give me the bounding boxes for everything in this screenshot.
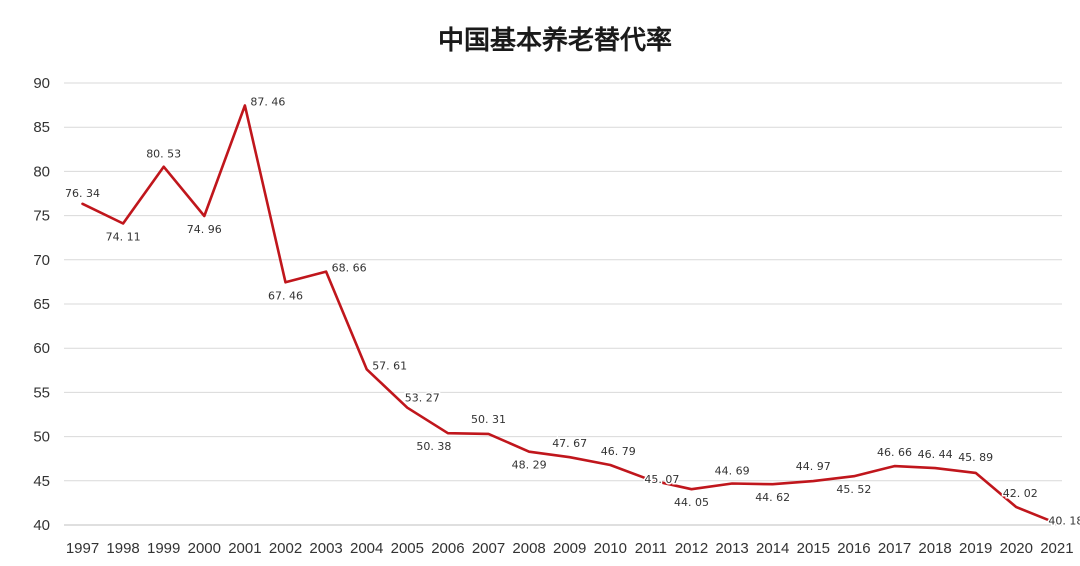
y-tick-label: 70 xyxy=(33,252,50,269)
x-tick-label: 2004 xyxy=(350,540,383,557)
x-tick-label: 2005 xyxy=(391,540,424,557)
data-label: 53. 27 xyxy=(405,392,440,405)
x-tick-label: 1999 xyxy=(147,540,180,557)
data-label: 68. 66 xyxy=(332,262,367,275)
x-tick-label: 2006 xyxy=(431,540,464,557)
x-tick-label: 2000 xyxy=(188,540,221,557)
x-axis-ticks: 1997 1998 1999 2000 2001 2002 2003 2004 2005 2006… xyxy=(66,540,1074,557)
x-tick-label: 2011 xyxy=(635,540,667,557)
data-label: 87. 46 xyxy=(250,95,285,108)
y-tick-label: 60 xyxy=(33,340,50,357)
x-tick-label: 2020 xyxy=(1000,540,1033,557)
data-label: 44. 69 xyxy=(715,465,750,478)
data-label: 48. 29 xyxy=(512,459,547,472)
x-tick-label: 2003 xyxy=(309,540,342,557)
x-tick-label: 2008 xyxy=(512,540,545,557)
y-tick-label: 40 xyxy=(33,517,50,534)
data-label: 47. 67 xyxy=(552,437,587,450)
data-label: 67. 46 xyxy=(268,289,303,302)
chart-title: 中国基本养老替代率 xyxy=(438,25,672,56)
y-tick-label: 65 xyxy=(33,296,50,313)
y-tick-label: 75 xyxy=(33,208,50,225)
data-label: 44. 62 xyxy=(755,491,790,504)
x-tick-label: 2015 xyxy=(797,540,830,557)
x-tick-label: 1998 xyxy=(106,540,139,557)
y-axis-ticks: 40 45 50 55 60 65 70 75 80 85 90 xyxy=(33,75,50,534)
x-tick-label: 2007 xyxy=(472,540,505,557)
data-label: 57. 61 xyxy=(372,359,407,372)
series-line-layer xyxy=(81,104,1059,525)
data-label: 46. 66 xyxy=(877,446,912,459)
series-line xyxy=(81,104,1059,525)
data-label: 74. 11 xyxy=(106,230,141,243)
data-label: 74. 96 xyxy=(187,223,222,236)
data-label: 40. 18 xyxy=(1048,514,1080,527)
x-tick-label: 2012 xyxy=(675,540,708,557)
data-label: 44. 05 xyxy=(674,496,709,509)
x-tick-label: 1997 xyxy=(66,540,99,557)
y-tick-label: 90 xyxy=(33,75,50,92)
data-label: 45. 07 xyxy=(644,473,679,486)
x-tick-label: 2002 xyxy=(269,540,302,557)
y-tick-label: 85 xyxy=(33,119,50,136)
x-tick-label: 2009 xyxy=(553,540,586,557)
x-tick-label: 2014 xyxy=(756,540,789,557)
x-tick-label: 2017 xyxy=(878,540,911,557)
x-tick-label: 2010 xyxy=(594,540,627,557)
y-tick-label: 80 xyxy=(33,163,50,180)
data-labels: 76. 34 74. 11 80. 53 74. 96 87. 46 67. 46 68. … xyxy=(64,94,1080,529)
data-label: 44. 97 xyxy=(796,460,831,473)
data-label: 80. 53 xyxy=(146,148,181,161)
x-tick-label: 2001 xyxy=(228,540,261,557)
data-label: 42. 02 xyxy=(1003,487,1038,500)
y-tick-label: 45 xyxy=(33,473,50,490)
data-label: 50. 31 xyxy=(471,413,506,426)
x-tick-label: 2021 xyxy=(1040,540,1073,557)
x-tick-label: 2016 xyxy=(837,540,870,557)
gridlines xyxy=(64,82,1062,526)
x-tick-label: 2019 xyxy=(959,540,992,557)
data-label: 46. 44 xyxy=(918,448,953,461)
data-label: 45. 52 xyxy=(836,483,871,496)
data-label: 45. 89 xyxy=(958,451,993,464)
y-tick-label: 50 xyxy=(33,429,50,446)
x-tick-label: 2013 xyxy=(715,540,748,557)
x-tick-label: 2018 xyxy=(918,540,951,557)
data-label: 46. 79 xyxy=(601,445,636,458)
y-tick-label: 55 xyxy=(33,384,50,401)
data-label: 50. 38 xyxy=(416,440,451,453)
data-label: 76. 34 xyxy=(65,187,100,200)
